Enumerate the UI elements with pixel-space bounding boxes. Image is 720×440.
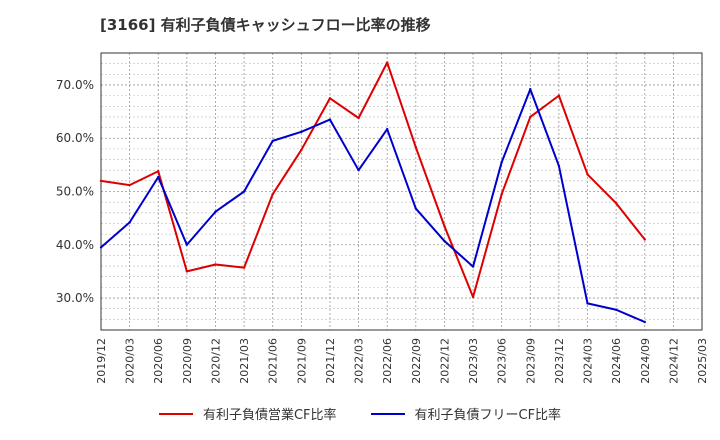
x-tick-label: 2024/12 <box>667 338 680 384</box>
data-point-operating-cf <box>214 263 217 266</box>
data-point-free-cf <box>214 210 217 213</box>
data-point-operating-cf <box>614 202 618 205</box>
x-tick-label: 2023/03 <box>467 338 480 384</box>
data-point-operating-cf <box>128 183 131 187</box>
chart-title: [3166] 有利子負債キャッシュフロー比率の推移 <box>100 16 431 34</box>
legend-swatch-operating-cf <box>158 412 193 415</box>
x-tick-label: 2019/12 <box>95 338 108 384</box>
series-line-operating-cf <box>100 61 646 298</box>
data-point-operating-cf <box>271 192 274 196</box>
x-tick-label: 2020/12 <box>209 338 222 384</box>
x-tick-label: 2022/03 <box>353 338 366 384</box>
data-point-operating-cf <box>357 116 360 120</box>
data-point-operating-cf <box>414 146 418 149</box>
data-point-free-cf <box>500 161 503 164</box>
data-point-operating-cf <box>586 173 589 176</box>
y-tick-label: 30.0% <box>56 291 94 305</box>
data-point-free-cf <box>242 190 246 193</box>
data-point-free-cf <box>586 302 589 305</box>
x-tick-label: 2024/03 <box>582 338 595 384</box>
data-point-free-cf <box>157 175 160 179</box>
data-point-free-cf <box>414 207 418 210</box>
x-tick-label: 2023/06 <box>496 338 509 384</box>
legend-label-operating-cf: 有利子負債営業CF比率 <box>202 408 337 423</box>
data-point-free-cf <box>614 308 618 311</box>
data-point-free-cf <box>99 246 103 249</box>
data-point-operating-cf <box>99 179 103 183</box>
y-tick-label: 50.0% <box>56 185 94 199</box>
x-tick-label: 2021/09 <box>295 338 308 384</box>
data-point-operating-cf <box>471 295 475 299</box>
x-tick-label: 2022/12 <box>438 338 451 384</box>
data-point-operating-cf <box>500 192 503 196</box>
plot-frame <box>100 52 703 331</box>
x-tick-label: 2023/12 <box>553 338 566 384</box>
data-point-free-cf <box>471 265 475 268</box>
x-tick-label: 2025/03 <box>696 338 709 384</box>
x-tick-label: 2023/09 <box>524 338 537 384</box>
data-point-operating-cf <box>185 270 189 273</box>
data-point-free-cf <box>328 118 332 121</box>
x-tick-label: 2020/09 <box>181 338 194 384</box>
x-tick-label: 2022/06 <box>381 338 394 384</box>
data-point-operating-cf <box>643 238 646 241</box>
x-tick-label: 2021/03 <box>238 338 251 384</box>
x-tick-label: 2022/09 <box>410 338 423 384</box>
data-point-free-cf <box>529 88 532 91</box>
legend: 有利子負債営業CF比率 有利子負債フリーCF比率 <box>0 404 720 423</box>
data-point-free-cf <box>300 130 303 134</box>
data-point-operating-cf <box>157 170 160 173</box>
data-point-free-cf <box>128 221 131 224</box>
y-tick-label: 40.0% <box>56 238 94 252</box>
x-tick-label: 2020/03 <box>124 338 137 384</box>
data-point-free-cf <box>557 164 561 168</box>
x-tick-label: 2024/06 <box>610 338 623 384</box>
data-point-free-cf <box>385 127 389 131</box>
data-point-operating-cf <box>443 224 446 228</box>
data-point-operating-cf <box>557 94 561 97</box>
data-point-operating-cf <box>385 61 389 64</box>
legend-label-free-cf: 有利子負債フリーCF比率 <box>414 408 562 423</box>
data-point-free-cf <box>357 168 360 172</box>
data-point-free-cf <box>271 139 274 143</box>
data-point-free-cf <box>443 239 446 243</box>
x-tick-label: 2020/06 <box>152 338 165 384</box>
data-point-free-cf <box>643 320 646 324</box>
data-point-operating-cf <box>242 266 246 269</box>
x-tick-label: 2021/06 <box>267 338 280 384</box>
data-point-operating-cf <box>300 148 303 152</box>
y-tick-label: 60.0% <box>56 131 94 145</box>
data-point-free-cf <box>185 243 189 246</box>
data-point-operating-cf <box>328 97 332 100</box>
x-tick-label: 2024/09 <box>639 338 652 384</box>
data-point-operating-cf <box>529 115 532 119</box>
y-tick-label: 70.0% <box>56 78 94 92</box>
legend-item-free-cf: 有利子負債フリーCF比率 <box>370 404 562 423</box>
series-line-free-cf <box>100 88 646 323</box>
legend-swatch-free-cf <box>370 412 405 415</box>
x-tick-label: 2021/12 <box>324 338 337 384</box>
legend-item-operating-cf: 有利子負債営業CF比率 <box>158 404 337 423</box>
